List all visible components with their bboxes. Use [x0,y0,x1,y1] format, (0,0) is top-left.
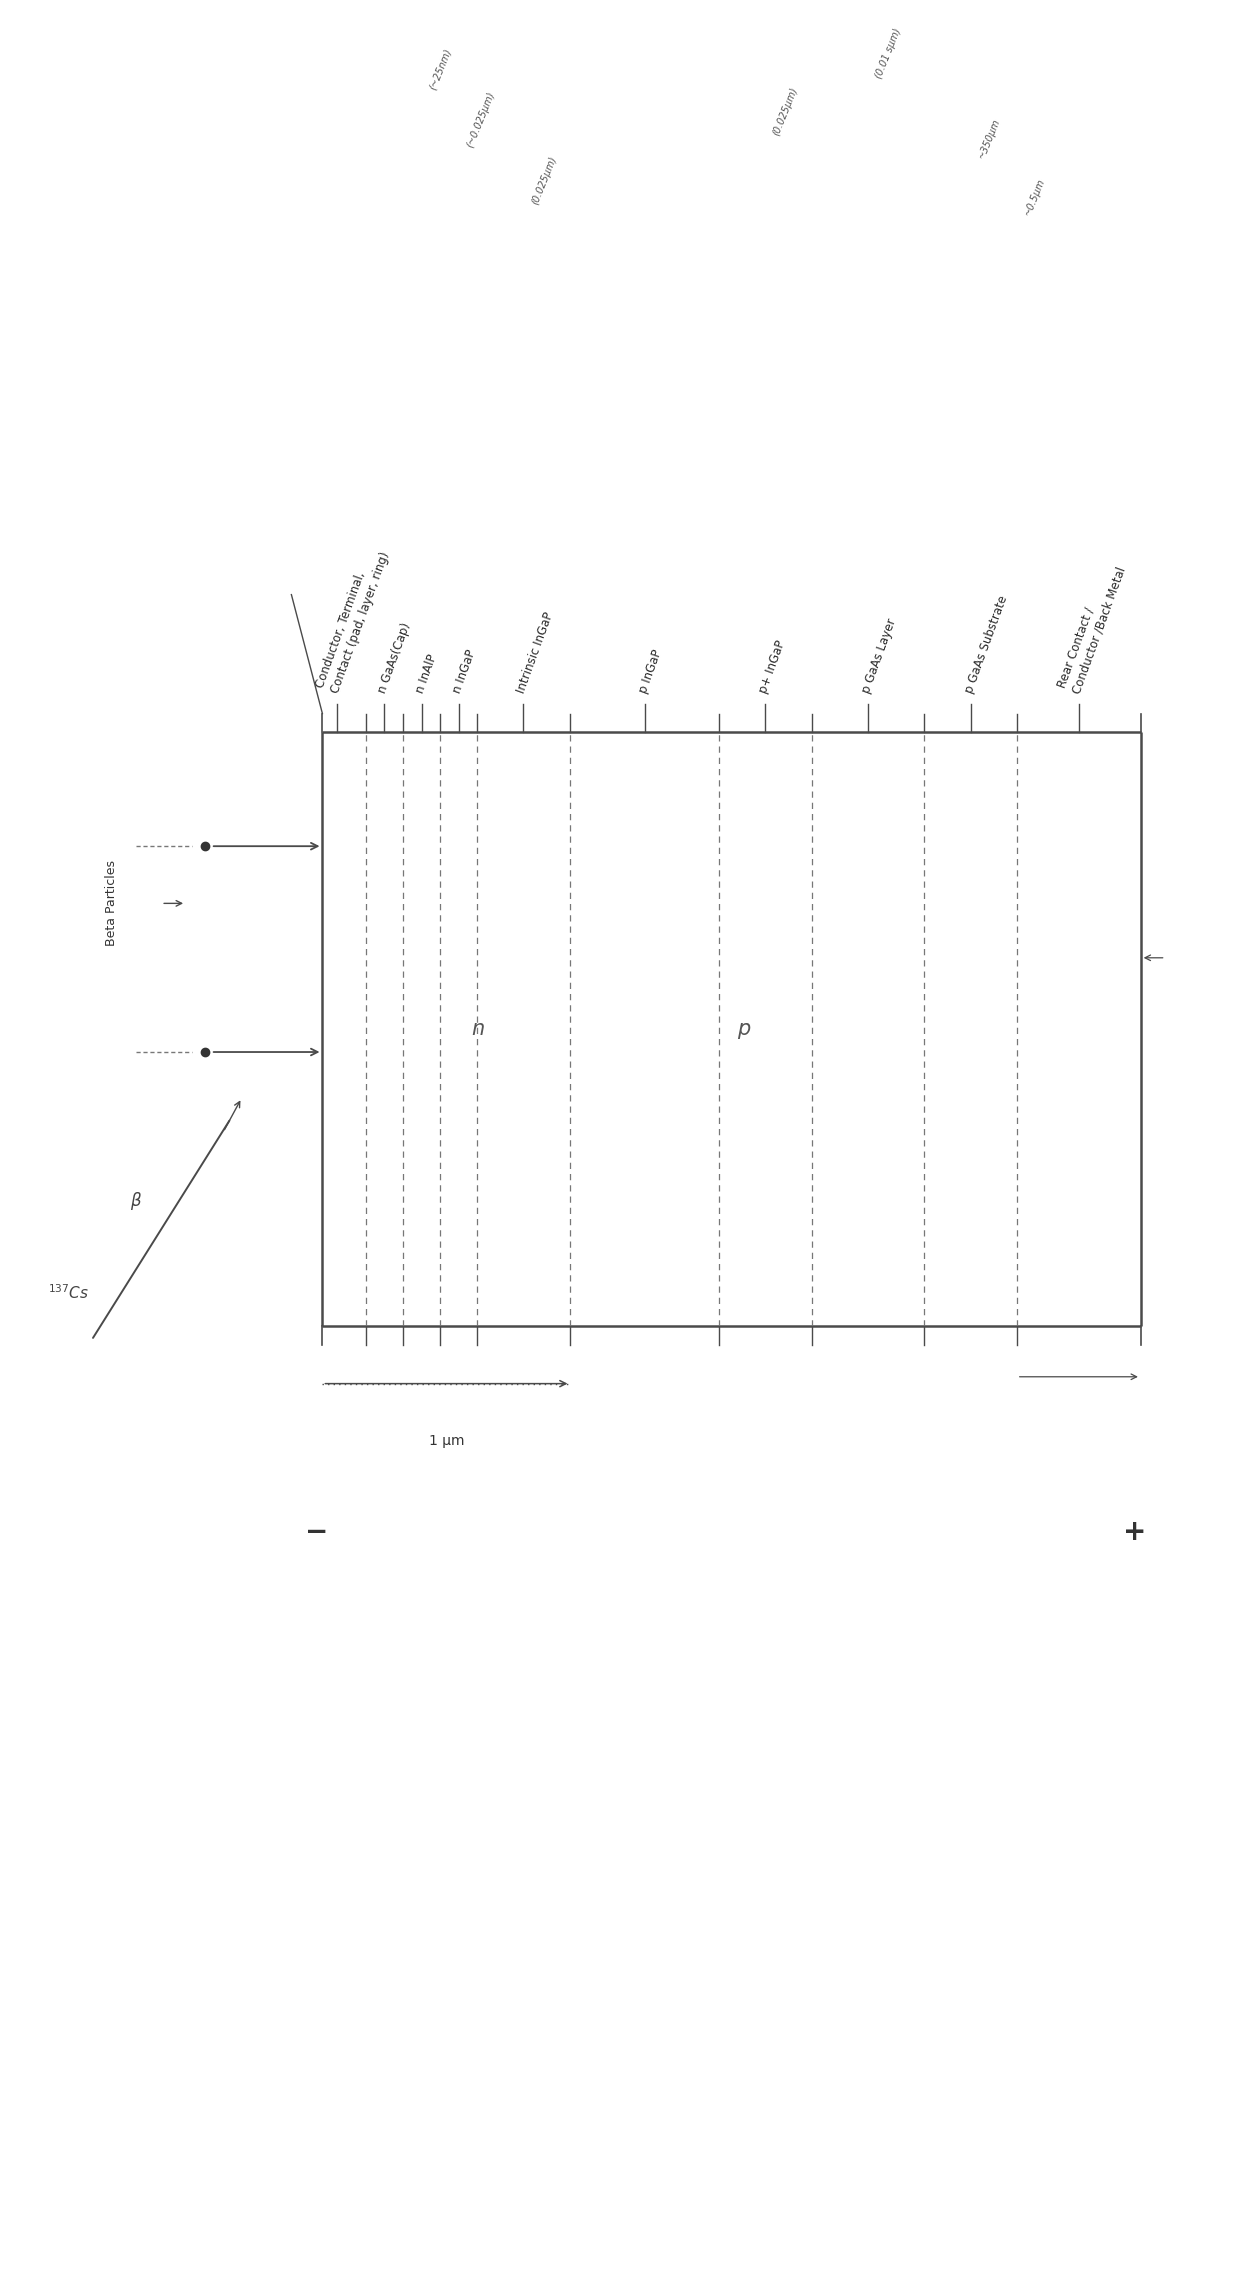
Text: (0.01 sμm): (0.01 sμm) [874,27,904,80]
Text: (~25nm): (~25nm) [428,48,454,91]
Text: p GaAs Layer: p GaAs Layer [859,617,899,695]
Text: 1 μm: 1 μm [429,1434,464,1448]
Text: (0.025μm): (0.025μm) [771,87,800,137]
Text: (~0.025μm): (~0.025μm) [465,89,496,149]
Text: Intrinsic InGaP: Intrinsic InGaP [515,611,557,695]
Text: Conductor, Terminal,
Contact (pad, layer, ring): Conductor, Terminal, Contact (pad, layer… [314,544,392,695]
Text: p: p [738,1020,750,1038]
Text: ~0.5μm: ~0.5μm [1023,176,1047,217]
Text: −: − [305,1519,327,1546]
Text: n: n [471,1020,484,1038]
Text: ~350μm: ~350μm [977,117,1002,160]
Text: p InGaP: p InGaP [636,647,665,695]
Text: (0.025μm): (0.025μm) [529,156,558,206]
Text: n GaAs(Cap): n GaAs(Cap) [376,622,413,695]
Text: n InAlP: n InAlP [413,652,439,695]
Text: $\beta$: $\beta$ [130,1189,143,1212]
Text: $^{137}$Cs: $^{137}$Cs [47,1283,89,1301]
Text: +: + [1123,1519,1146,1546]
Text: p GaAs Substrate: p GaAs Substrate [962,595,1009,695]
Text: n InGaP: n InGaP [450,647,479,695]
Text: p+ InGaP: p+ InGaP [756,638,787,695]
Text: Beta Particles: Beta Particles [105,860,118,947]
Text: Rear Contact /
Conductor /Back Metal: Rear Contact / Conductor /Back Metal [1055,560,1128,695]
